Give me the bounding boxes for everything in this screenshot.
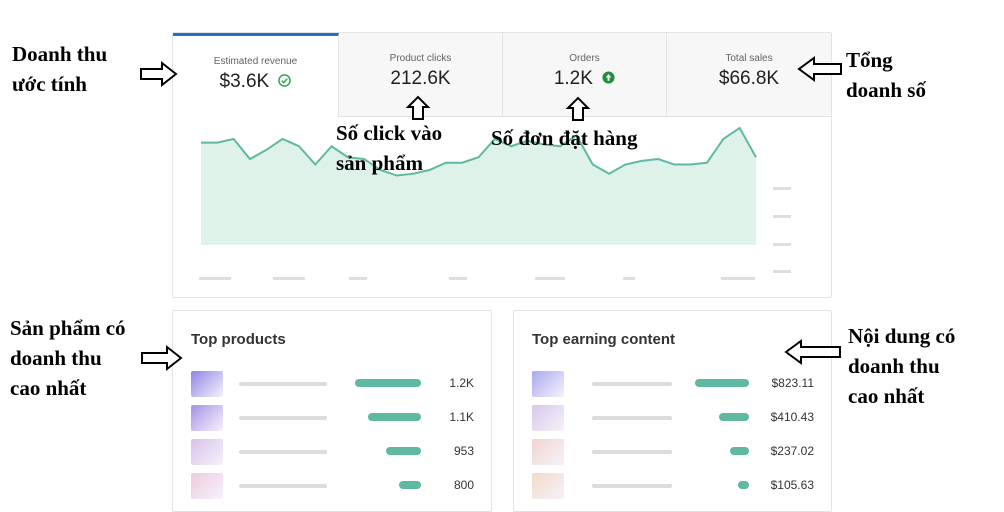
- list-item[interactable]: $237.02: [514, 439, 831, 471]
- arrow-right-icon: [141, 344, 183, 372]
- annotation-revenue: Doanh thu ước tính: [12, 39, 107, 99]
- list-item[interactable]: $105.63: [514, 473, 831, 505]
- row-value: 800: [453, 478, 474, 492]
- metric-value: $3.6K: [219, 71, 270, 93]
- metric-label: Estimated revenue: [213, 56, 298, 67]
- title-placeholder: [239, 484, 327, 488]
- thumbnail: [532, 371, 564, 397]
- annotation-line: cao nhất: [848, 384, 925, 408]
- x-tick-placeholder: [449, 277, 467, 280]
- list-item[interactable]: 800: [173, 473, 491, 505]
- metric-label: Total sales: [725, 53, 773, 64]
- row-value: $823.11: [771, 376, 815, 390]
- title-placeholder: [239, 416, 327, 420]
- arrow-left-icon: [784, 339, 841, 365]
- tab-total-sales[interactable]: Total sales $66.8K: [667, 33, 831, 117]
- title-placeholder: [592, 382, 672, 386]
- annotation-line: Số đơn đặt hàng: [491, 126, 638, 150]
- title-placeholder: [239, 382, 327, 386]
- arrow-left-icon: [797, 56, 842, 82]
- y-tick-placeholder: [773, 215, 791, 218]
- top-content-card: Top earning content $823.11 $410.43 $237.0…: [513, 310, 832, 512]
- list-item[interactable]: $823.11: [514, 371, 831, 403]
- annotation-line: ước tính: [12, 72, 87, 96]
- metric-value: 1.2K: [553, 68, 593, 90]
- x-tick-placeholder: [199, 277, 231, 280]
- row-value: $410.43: [770, 410, 814, 424]
- annotation-line: Nội dung có: [848, 324, 956, 348]
- thumbnail: [532, 473, 564, 499]
- x-tick-placeholder: [721, 277, 755, 280]
- area-fill: [201, 127, 756, 245]
- check-circle-icon: [278, 71, 292, 93]
- arrow-up-icon: [565, 96, 591, 121]
- tab-estimated-revenue[interactable]: Estimated revenue $3.6K: [173, 33, 339, 117]
- revenue-area-chart: [199, 126, 791, 280]
- row-value: 1.1K: [449, 410, 474, 424]
- metrics-card: Estimated revenue $3.6K Product clicks 2…: [172, 32, 832, 298]
- title-placeholder: [592, 450, 672, 454]
- card-title: Top products: [191, 331, 286, 348]
- value-bar: [695, 379, 749, 387]
- annotation-line: doanh thu: [848, 354, 940, 378]
- list-item[interactable]: 1.2K: [173, 371, 491, 403]
- y-tick-placeholder: [773, 187, 791, 190]
- tab-orders[interactable]: Orders 1.2K: [503, 33, 667, 117]
- up-arrow-icon: [602, 68, 615, 90]
- thumbnail: [191, 405, 223, 431]
- list-item[interactable]: 953: [173, 439, 491, 471]
- value-bar: [355, 379, 421, 387]
- y-tick-placeholder: [773, 270, 791, 273]
- thumbnail: [191, 439, 223, 465]
- annotation-orders: Số đơn đặt hàng: [491, 123, 637, 153]
- x-tick-placeholder: [273, 277, 305, 280]
- x-tick-placeholder: [623, 277, 635, 280]
- annotation-line: cao nhất: [10, 376, 87, 400]
- row-value: 953: [453, 444, 474, 458]
- metric-value-row: $3.6K: [173, 71, 338, 93]
- arrow-up-icon: [405, 95, 431, 120]
- row-value: $237.02: [770, 444, 814, 458]
- annotation-clicks: Số click vào sản phẩm: [336, 118, 442, 178]
- annotation-line: sản phẩm: [336, 151, 423, 175]
- metric-value-row: 1.2K: [503, 68, 666, 90]
- top-products-card: Top products 1.2K 1.1K 953 800: [172, 310, 492, 512]
- card-title: Top earning content: [532, 331, 676, 348]
- annotation-line: Số click vào: [336, 121, 443, 145]
- annotation-line: Doanh thu: [12, 42, 108, 66]
- metric-label: Product clicks: [389, 53, 452, 64]
- list-item[interactable]: 1.1K: [173, 405, 491, 437]
- x-tick-placeholder: [349, 277, 367, 280]
- metric-value: $66.8K: [718, 68, 780, 89]
- annotation-top-products: Sản phẩm có doanh thu cao nhất: [10, 313, 126, 403]
- x-tick-placeholder: [535, 277, 565, 280]
- annotation-top-content: Nội dung có doanh thu cao nhất: [848, 321, 955, 411]
- value-bar: [399, 481, 421, 489]
- thumbnail: [191, 371, 223, 397]
- metric-label: Orders: [569, 53, 600, 64]
- value-bar: [368, 413, 421, 421]
- series-line: [201, 126, 757, 177]
- value-bar: [730, 447, 749, 455]
- thumbnail: [191, 473, 223, 499]
- thumbnail: [532, 439, 564, 465]
- row-value: $105.63: [770, 478, 814, 492]
- value-bar: [738, 481, 749, 489]
- value-bar: [386, 447, 421, 455]
- annotation-line: Tổng: [846, 48, 893, 72]
- annotation-line: Sản phẩm có: [10, 316, 126, 340]
- annotation-total-sales: Tổng doanh số: [846, 45, 926, 105]
- title-placeholder: [239, 450, 327, 454]
- row-value: 1.2K: [449, 376, 474, 390]
- thumbnail: [532, 405, 564, 431]
- title-placeholder: [592, 416, 672, 420]
- title-placeholder: [592, 484, 672, 488]
- list-item[interactable]: $410.43: [514, 405, 831, 437]
- value-bar: [719, 413, 749, 421]
- metric-value: 212.6K: [390, 68, 451, 89]
- annotation-line: doanh số: [846, 78, 926, 102]
- annotation-line: doanh thu: [10, 346, 102, 370]
- arrow-right-icon: [140, 60, 178, 88]
- y-tick-placeholder: [773, 243, 791, 246]
